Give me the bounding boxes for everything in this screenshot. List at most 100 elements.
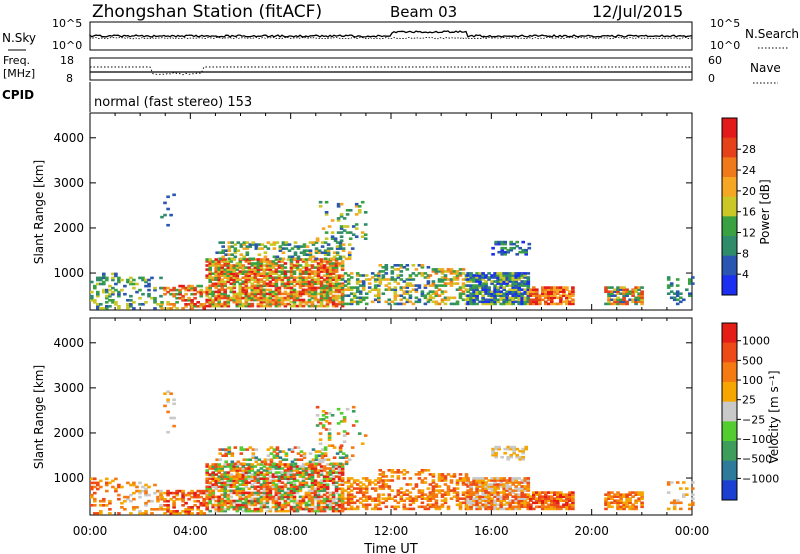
- vel-cell: [526, 501, 531, 505]
- vel-colorbar-frame: [721, 322, 738, 501]
- power-cell: [423, 302, 428, 306]
- vel-cell: [256, 497, 261, 501]
- power-cell: [274, 284, 279, 288]
- power-cell: [265, 302, 270, 306]
- vel-cell: [562, 503, 566, 507]
- power-cell: [211, 264, 215, 267]
- vel-cell: [286, 469, 291, 472]
- vel-cell: [361, 505, 366, 509]
- power-cell: [226, 276, 231, 279]
- power-cell: [544, 288, 548, 291]
- power-cell: [271, 278, 276, 281]
- power-cell: [541, 288, 545, 291]
- vel-cell: [253, 487, 258, 491]
- power-cell: [331, 298, 336, 302]
- power-cell: [217, 294, 221, 298]
- power-cell: [199, 294, 203, 298]
- power-cell: [497, 242, 501, 246]
- power-cell: [565, 296, 569, 300]
- power-cell: [283, 272, 288, 275]
- vel-cell: [625, 495, 629, 498]
- power-cell: [408, 284, 413, 287]
- power-cell: [472, 300, 476, 304]
- power-cell: [565, 298, 569, 302]
- power-cell: [329, 247, 334, 250]
- vel-cell: [610, 501, 614, 505]
- power-cell: [108, 294, 112, 298]
- power-cell: [283, 286, 288, 290]
- vel-cell: [169, 392, 173, 395]
- power-cell: [259, 266, 264, 269]
- power-cell: [313, 282, 318, 286]
- power-cell: [289, 262, 294, 265]
- power-cell: [298, 274, 303, 277]
- power-cell: [417, 272, 422, 275]
- power-cell: [324, 200, 329, 204]
- vel-cell: [275, 456, 280, 459]
- vel-cell: [289, 481, 294, 484]
- vel-cell: [193, 495, 197, 499]
- power-cell: [295, 262, 300, 265]
- vel-cell: [166, 410, 170, 414]
- power-cell: [220, 294, 224, 298]
- vel-cell: [538, 493, 542, 496]
- power-cell: [508, 290, 512, 293]
- power-cell: [349, 276, 354, 279]
- power-cell: [247, 266, 252, 269]
- power-cell: [426, 292, 431, 295]
- power-cell: [102, 280, 106, 284]
- power-cell: [508, 296, 512, 300]
- power-cell: [208, 302, 212, 306]
- power-cell: [469, 298, 473, 302]
- vel-cell: [265, 485, 270, 489]
- vel-cell: [208, 491, 212, 495]
- power-cell: [562, 290, 566, 293]
- vel-cell: [550, 503, 554, 507]
- power-cell: [472, 280, 476, 283]
- vel-cell: [301, 465, 306, 468]
- vel-cell: [193, 504, 197, 507]
- power-cell: [278, 247, 283, 250]
- vel-cell: [138, 512, 142, 515]
- power-cell: [387, 298, 392, 302]
- vel-cell: [205, 495, 209, 499]
- vel-cell: [331, 509, 336, 513]
- power-cell: [449, 278, 454, 281]
- vel-cell: [319, 507, 324, 511]
- power-cell: [511, 274, 515, 277]
- power-cell: [313, 278, 318, 281]
- vel-cell: [298, 507, 303, 511]
- vel-cell: [304, 493, 309, 497]
- vel-cell: [511, 481, 515, 484]
- vel-cell: [455, 497, 460, 500]
- vel-cell: [208, 465, 212, 468]
- vel-cell: [556, 507, 560, 511]
- vel-cell: [229, 485, 234, 489]
- vel-cell: [296, 458, 301, 461]
- power-cell: [99, 276, 103, 280]
- vel-cell: [283, 493, 288, 497]
- power-cell: [325, 300, 330, 304]
- power-cell: [208, 300, 212, 304]
- vel-cell: [361, 477, 366, 480]
- vel-cell: [631, 491, 635, 494]
- vel-cell: [562, 493, 566, 496]
- vel-cell: [214, 509, 218, 513]
- vel-cell: [208, 493, 212, 497]
- vel-cell: [293, 462, 298, 466]
- power-cell: [322, 278, 327, 281]
- power-cell: [610, 292, 614, 295]
- power-cell: [461, 282, 466, 285]
- power-cell: [160, 301, 164, 304]
- power-cell: [289, 264, 294, 267]
- power-cell: [214, 270, 218, 273]
- power-cell: [377, 276, 381, 279]
- vel-cell: [138, 491, 142, 495]
- power-cell: [338, 245, 343, 248]
- power-cell: [607, 290, 611, 293]
- power-cell: [277, 300, 282, 304]
- power-cell: [616, 290, 620, 293]
- vel-cell: [640, 491, 644, 494]
- vel-cell: [292, 483, 297, 486]
- power-cell: [166, 223, 170, 227]
